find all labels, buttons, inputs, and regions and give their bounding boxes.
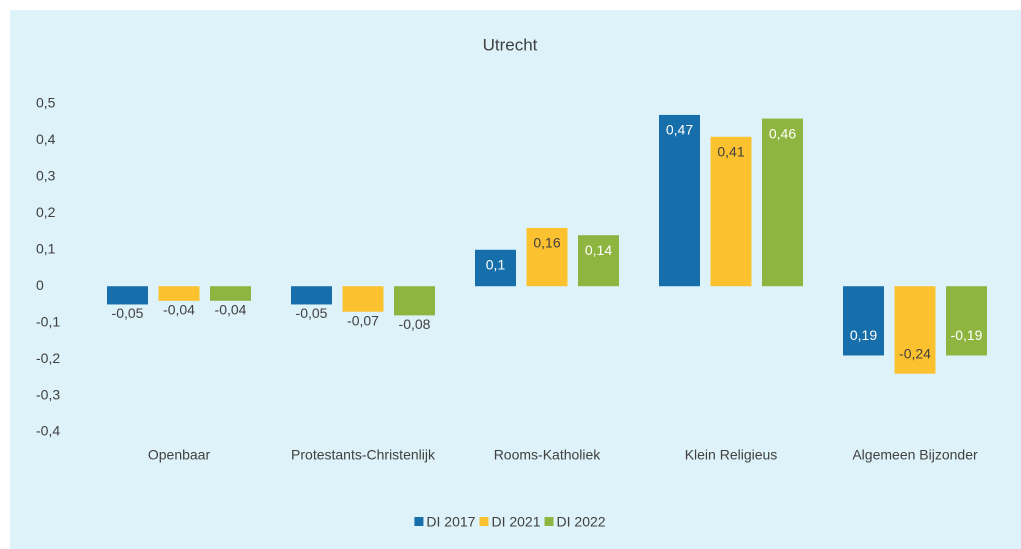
y-tick-label: 0 bbox=[36, 277, 44, 293]
y-tick-label: -0,4 bbox=[36, 423, 60, 439]
chart-title: Utrecht bbox=[483, 35, 538, 54]
bar bbox=[210, 286, 251, 301]
data-label: -0,08 bbox=[399, 316, 431, 332]
bar bbox=[946, 286, 987, 356]
y-tick-label: 0,4 bbox=[36, 131, 56, 147]
y-tick-label: 0,5 bbox=[36, 95, 56, 111]
data-label: 0,1 bbox=[486, 256, 506, 272]
x-tick-label: Openbaar bbox=[148, 447, 211, 463]
legend-label: DI 2021 bbox=[491, 514, 540, 530]
bar bbox=[843, 286, 884, 356]
legend-swatch bbox=[414, 517, 424, 526]
x-tick-label: Algemeen Bijzonder bbox=[852, 447, 978, 463]
data-label: 0,41 bbox=[717, 144, 744, 160]
data-label: 0,19 bbox=[850, 327, 877, 343]
data-label: -0,05 bbox=[296, 305, 328, 321]
bar bbox=[659, 114, 700, 287]
data-label: 0,47 bbox=[666, 122, 693, 138]
y-tick-label: -0,3 bbox=[36, 386, 60, 402]
bar bbox=[762, 118, 803, 287]
data-label: 0,16 bbox=[533, 235, 560, 251]
data-label: -0,04 bbox=[215, 302, 247, 318]
bar bbox=[291, 286, 332, 305]
y-tick-label: -0,2 bbox=[36, 350, 60, 366]
bar bbox=[475, 249, 516, 287]
bar bbox=[158, 286, 200, 301]
bar bbox=[394, 286, 435, 316]
data-label: -0,05 bbox=[112, 305, 144, 321]
y-tick-label: -0,1 bbox=[36, 313, 60, 329]
legend-label: DI 2017 bbox=[426, 514, 475, 530]
y-tick-label: 0,1 bbox=[36, 240, 56, 256]
bar bbox=[578, 235, 619, 287]
bar bbox=[710, 136, 752, 287]
bar bbox=[526, 227, 568, 287]
x-tick-label: Klein Religieus bbox=[685, 447, 778, 463]
legend-swatch bbox=[544, 517, 554, 526]
legend-label: DI 2022 bbox=[557, 514, 606, 530]
bar bbox=[107, 286, 148, 305]
data-label: -0,19 bbox=[951, 327, 983, 343]
y-tick-label: 0,3 bbox=[36, 168, 56, 184]
y-tick-label: 0,2 bbox=[36, 204, 56, 220]
legend-swatch bbox=[479, 517, 489, 526]
bar bbox=[342, 286, 384, 312]
x-tick-label: Protestants-Christenlijk bbox=[291, 447, 436, 463]
bar bbox=[894, 286, 936, 374]
data-label: 0,46 bbox=[769, 125, 796, 141]
x-tick-label: Rooms-Katholiek bbox=[494, 447, 602, 463]
data-label: -0,04 bbox=[163, 302, 195, 318]
data-label: -0,07 bbox=[347, 312, 379, 328]
data-label: 0,14 bbox=[585, 242, 612, 258]
data-label: -0,24 bbox=[899, 345, 931, 361]
